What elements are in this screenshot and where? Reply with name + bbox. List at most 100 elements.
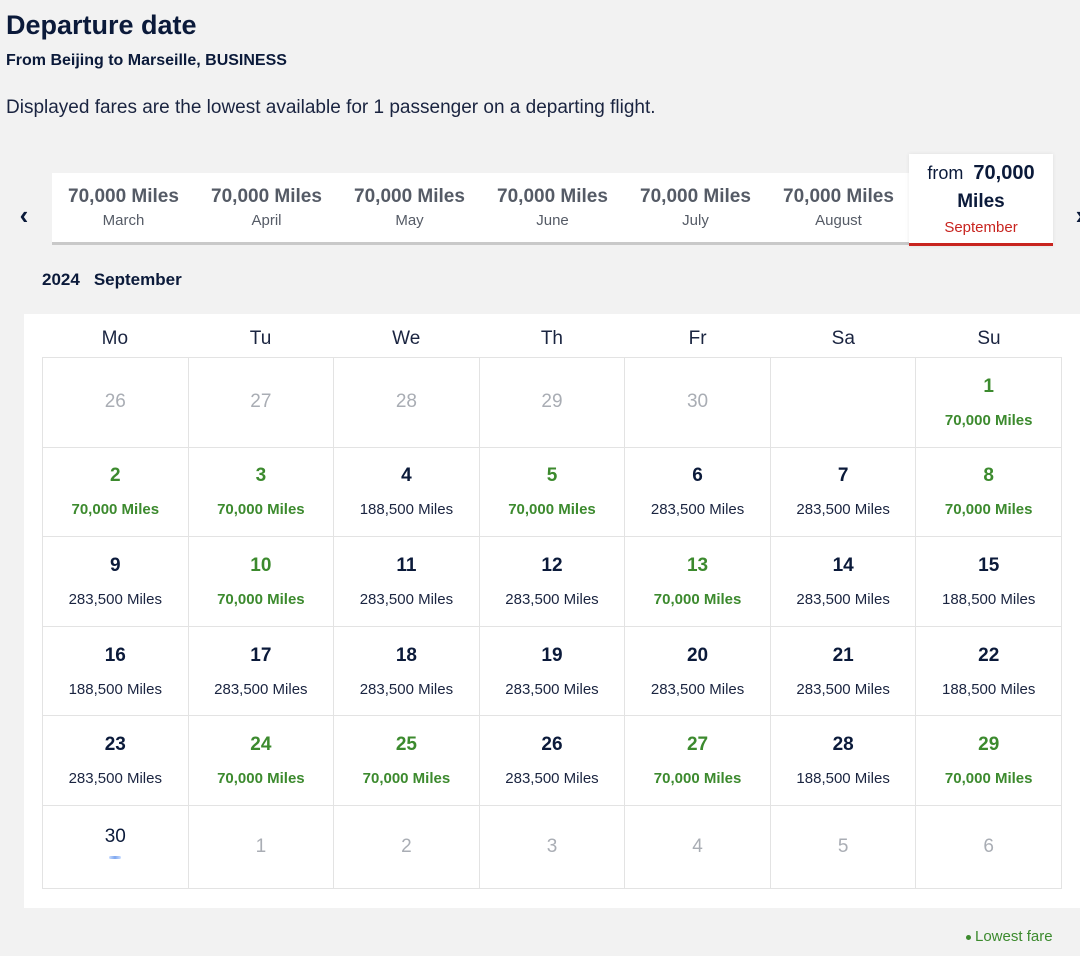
calendar-day-cell[interactable]: 26 283,500 Miles bbox=[479, 716, 626, 806]
calendar-day-cell[interactable]: 12 283,500 Miles bbox=[479, 537, 626, 627]
weekday-label: Th bbox=[540, 328, 563, 349]
day-number: 16 bbox=[104, 644, 126, 666]
weekday-label: Sa bbox=[831, 328, 855, 349]
calendar-year: 2024 bbox=[42, 270, 80, 289]
day-number: 23 bbox=[104, 734, 126, 756]
day-number: 21 bbox=[832, 644, 854, 666]
calendar-day-cell[interactable]: 5 70,000 Miles bbox=[479, 447, 626, 538]
month-price: 70,000 Miles bbox=[640, 186, 751, 207]
calendar-day-cell[interactable]: 15 188,500 Miles bbox=[916, 537, 1062, 627]
active-month-price: from 70,000 bbox=[927, 162, 1034, 185]
day-number: 25 bbox=[395, 734, 417, 756]
page-title: Departure date bbox=[6, 10, 197, 40]
month-name: March bbox=[102, 212, 145, 229]
day-price: 283,500 Miles bbox=[359, 590, 454, 608]
day-number: 13 bbox=[686, 554, 709, 576]
calendar-day-outside: 6 bbox=[916, 805, 1062, 889]
calendar-day-cell[interactable]: 9 283,500 Miles bbox=[43, 537, 189, 627]
fare-note: Displayed fares are the lowest available… bbox=[6, 97, 656, 118]
day-number: 22 bbox=[978, 644, 1000, 666]
calendar-day-cell[interactable]: 17 283,500 Miles bbox=[188, 626, 335, 717]
month-strip: 70,000 Miles March 70,000 Miles April 70… bbox=[52, 173, 910, 245]
month-tab-august[interactable]: 70,000 Miles August bbox=[767, 173, 910, 242]
calendar-day-cell[interactable]: 27 70,000 Miles bbox=[625, 716, 771, 806]
calendar-day-outside: 2 bbox=[334, 805, 480, 889]
month-tab-july[interactable]: 70,000 Miles July bbox=[624, 173, 767, 242]
chevron-left-icon: ‹ bbox=[19, 199, 29, 230]
month-tab-june[interactable]: 70,000 Miles June bbox=[481, 173, 624, 242]
day-number: 17 bbox=[250, 644, 272, 666]
day-number: 19 bbox=[541, 644, 563, 666]
calendar-day-cell[interactable]: 1 70,000 Miles bbox=[916, 358, 1062, 448]
month-tab-may[interactable]: 70,000 Miles May bbox=[338, 173, 481, 242]
active-month-name: September bbox=[944, 218, 1018, 236]
calendar-day-cell[interactable]: 18 283,500 Miles bbox=[334, 626, 480, 717]
day-number: 1 bbox=[255, 835, 267, 857]
day-number: 20 bbox=[686, 644, 709, 666]
weekday-label: Tu bbox=[249, 328, 272, 349]
day-number: 30 bbox=[104, 826, 126, 848]
month-tab-september-active[interactable]: from 70,000 Miles September bbox=[909, 154, 1053, 246]
calendar-month: September bbox=[93, 270, 182, 289]
calendar-day-cell[interactable]: 8 70,000 Miles bbox=[916, 447, 1062, 538]
next-month-button[interactable]: › bbox=[1068, 200, 1080, 230]
prev-month-button[interactable]: ‹ bbox=[12, 200, 36, 230]
calendar-month-heading: 2024 September bbox=[42, 270, 196, 290]
month-price: 70,000 Miles bbox=[783, 186, 894, 207]
calendar-day-cell[interactable]: 14 283,500 Miles bbox=[770, 537, 917, 627]
month-price: 70,000 Miles bbox=[211, 186, 322, 207]
calendar-day-cell[interactable]: 25 70,000 Miles bbox=[334, 716, 480, 806]
calendar-day-outside: 1 bbox=[188, 805, 335, 889]
calendar-day-cell[interactable]: 22 188,500 Miles bbox=[916, 626, 1062, 717]
route-subtitle: From Beijing to Marseille, BUSINESS bbox=[6, 52, 287, 69]
day-price: 70,000 Miles bbox=[217, 770, 305, 788]
day-number: 24 bbox=[250, 734, 272, 756]
day-price: 283,500 Miles bbox=[505, 770, 599, 788]
calendar-day-cell[interactable]: 28 188,500 Miles bbox=[770, 716, 917, 806]
day-price: 70,000 Miles bbox=[653, 590, 742, 608]
month-tab-april[interactable]: 70,000 Miles April bbox=[195, 173, 338, 242]
calendar-day-cell[interactable]: 6 283,500 Miles bbox=[625, 447, 771, 538]
day-price: 70,000 Miles bbox=[653, 770, 742, 788]
day-price: 70,000 Miles bbox=[944, 770, 1033, 788]
calendar-day-outside: 5 bbox=[770, 805, 917, 889]
loading-indicator-icon bbox=[109, 856, 122, 860]
day-price: 70,000 Miles bbox=[71, 501, 160, 519]
calendar-day-cell[interactable]: 7 283,500 Miles bbox=[770, 447, 917, 538]
day-number: 4 bbox=[401, 465, 412, 487]
calendar-day-cell[interactable]: 23 283,500 Miles bbox=[43, 716, 189, 806]
calendar-day-cell[interactable]: 2 70,000 Miles bbox=[43, 447, 189, 538]
day-price: 188,500 Miles bbox=[942, 590, 1036, 608]
legend: Lowest fare bbox=[966, 928, 1053, 945]
calendar-day-outside: 28 bbox=[334, 358, 480, 448]
calendar-day-cell[interactable]: 11 283,500 Miles bbox=[334, 537, 480, 627]
day-number: 18 bbox=[395, 644, 417, 666]
month-tab-march[interactable]: 70,000 Miles March bbox=[52, 173, 195, 242]
calendar-day-cell[interactable]: 3 70,000 Miles bbox=[188, 447, 335, 538]
day-price: 283,500 Miles bbox=[214, 680, 308, 698]
calendar-day-cell[interactable]: 20 283,500 Miles bbox=[625, 626, 771, 717]
day-number: 26 bbox=[104, 391, 126, 413]
day-number: 5 bbox=[546, 465, 558, 487]
calendar-day-cell[interactable]: 13 70,000 Miles bbox=[625, 537, 771, 627]
day-number: 2 bbox=[401, 835, 412, 857]
calendar-day-cell[interactable]: 19 283,500 Miles bbox=[479, 626, 626, 717]
calendar-day-cell[interactable]: 21 283,500 Miles bbox=[770, 626, 917, 717]
calendar-day-cell[interactable]: 30 bbox=[43, 805, 189, 889]
calendar-day-cell[interactable]: 16 188,500 Miles bbox=[43, 626, 189, 717]
calendar-day-outside: 26 bbox=[43, 358, 189, 448]
day-price: 283,500 Miles bbox=[505, 590, 599, 608]
month-name: August bbox=[815, 212, 862, 229]
month-name: June bbox=[536, 212, 569, 229]
calendar: Mo Tu We Th Fr Sa Su 26 27 28 29 30 1 70,000 M… bbox=[24, 314, 1080, 908]
day-number: 9 bbox=[109, 554, 121, 576]
calendar-day-cell[interactable]: 29 70,000 Miles bbox=[916, 716, 1062, 806]
day-price: 283,500 Miles bbox=[650, 680, 745, 698]
day-number: 28 bbox=[832, 734, 854, 756]
calendar-day-cell[interactable]: 24 70,000 Miles bbox=[188, 716, 335, 806]
day-price: 70,000 Miles bbox=[217, 501, 305, 519]
calendar-day-outside: 27 bbox=[188, 358, 335, 448]
calendar-day-cell[interactable]: 4 188,500 Miles bbox=[334, 447, 480, 538]
calendar-day-cell[interactable]: 10 70,000 Miles bbox=[188, 537, 335, 627]
day-price: 283,500 Miles bbox=[796, 501, 890, 519]
